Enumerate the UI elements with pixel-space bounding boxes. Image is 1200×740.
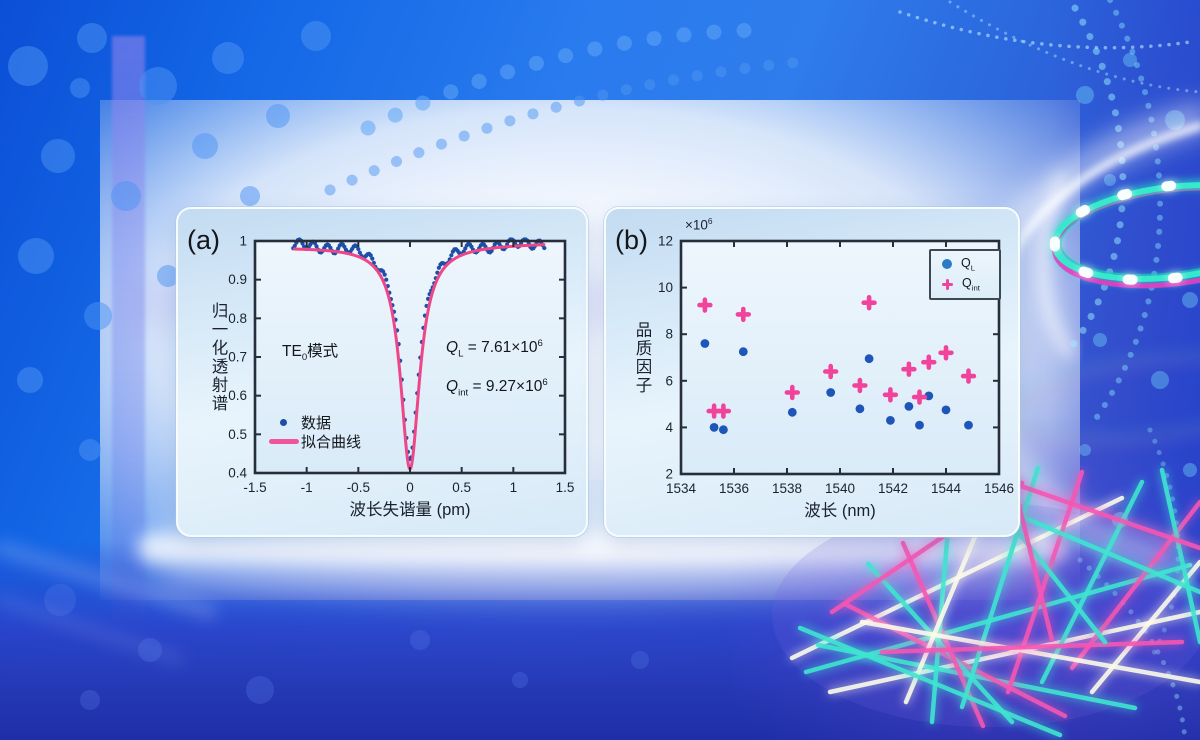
panel-a-y-axis-title: 归一化透射谱 [209, 301, 227, 413]
legend-item-ql: QL [942, 256, 999, 273]
fit-curve [292, 243, 546, 472]
y-tick-label: 6 [665, 373, 673, 388]
transmission-chart-canvas: -1.5 -1 -0.5 0 0.5 1 1.5 0.4 0.5 0.6 0.7 0.8 0.9 1 [228, 234, 575, 496]
data-point [715, 403, 732, 419]
data-point [938, 345, 954, 361]
panel-a-legend: 数据 拟合曲线 [266, 413, 361, 451]
legend-item-data: 数据 [266, 413, 361, 432]
q-intrinsic-annotation: Qint = 9.27×106 [446, 377, 548, 399]
qfactor-panel-card: 1534 1536 1538 1540 1542 1544 1546 2 4 6 8 10 12 (b)… [604, 207, 1020, 537]
data-marker-swatch [266, 419, 301, 426]
data-point [697, 297, 713, 313]
x-tick-label: 1540 [825, 481, 855, 496]
qfactor-chart-canvas: 1534 1536 1538 1540 1542 1544 1546 2 4 6 8 10 12 [658, 234, 1014, 497]
y-tick-label: 0.5 [228, 427, 247, 442]
series-points-int [697, 295, 977, 419]
y-tick-label: 0.7 [228, 350, 247, 365]
legend-qint-label: Qint [962, 276, 980, 293]
x-tick-label: 1546 [984, 481, 1014, 496]
underline-light-band [138, 520, 1068, 590]
x-tick-label: -1 [301, 480, 313, 495]
panel-b-legend: QL Qint [929, 249, 1001, 300]
microring-reflection [1008, 352, 1200, 446]
y-tick-label: 10 [658, 280, 673, 295]
data-point [861, 295, 877, 311]
data-point [709, 423, 719, 432]
series-points-L [700, 339, 973, 435]
legend-item-qint: Qint [942, 276, 999, 293]
data-point [901, 361, 917, 377]
x-tick-label: -1.5 [243, 480, 266, 495]
data-point [904, 402, 914, 411]
te0-mode-annotation: TE0模式 [282, 343, 339, 364]
panel-b-label: (b) [615, 225, 648, 255]
data-point [960, 368, 977, 384]
ql-marker-swatch [942, 259, 952, 270]
fit-line-swatch [266, 439, 301, 444]
data-point [700, 339, 710, 348]
microring-graphic [1048, 178, 1200, 289]
y-axis-multiplier: ×106 [685, 216, 713, 233]
panel-b-x-axis-title: 波长 (nm) [804, 502, 876, 520]
bokeh-dots-topleft [8, 21, 331, 461]
x-tick-label: 0.5 [452, 480, 471, 495]
legend-ql-label: QL [961, 256, 976, 273]
data-point [787, 407, 797, 417]
x-tick-label: 1544 [931, 481, 962, 496]
x-tick-label: 1.5 [556, 480, 575, 495]
data-point [784, 384, 800, 401]
transmission-panel-card: -1.5 -1 -0.5 0 0.5 1 1.5 0.4 0.5 0.6 0.7 0.8 0.9 1 (a… [176, 207, 588, 537]
legend-fit-label: 拟合曲线 [301, 434, 362, 451]
data-point [921, 354, 937, 370]
y-tick-label: 0.8 [228, 311, 247, 326]
q-loaded-annotation: QL = 7.61×106 [446, 338, 543, 360]
panel-b-y-axis-title: 品质因子 [633, 320, 651, 395]
y-tick-label: 0.4 [228, 466, 247, 481]
stick-pile-bowl [772, 503, 1200, 727]
data-point [882, 387, 899, 403]
scatter-dot-icon [280, 419, 287, 426]
plot-area [255, 241, 565, 473]
legend-item-fit: 拟合曲线 [266, 432, 361, 451]
x-tick-label: -0.5 [347, 480, 370, 495]
panel-a-x-axis-title: 波长失谐量 (pm) [349, 501, 471, 519]
bokeh-arc-rows [324, 0, 1200, 196]
x-tick-label: 1534 [666, 481, 697, 496]
data-point [738, 347, 748, 357]
y-tick-label: 12 [658, 234, 673, 249]
y-tick-label: 1 [239, 234, 247, 249]
data-point [735, 306, 751, 323]
y-tick-label: 2 [665, 467, 673, 482]
data-point [719, 425, 728, 435]
y-tick-label: 0.6 [228, 388, 247, 403]
x-tick-label: 1538 [772, 481, 802, 496]
data-point [852, 377, 868, 394]
y-tick-label: 0.9 [228, 272, 247, 287]
qint-marker-swatch [942, 279, 953, 291]
x-tick-label: 1 [510, 480, 518, 495]
x-tick-label: 1542 [878, 481, 908, 496]
data-point [964, 420, 973, 430]
data-point [864, 354, 874, 364]
y-tick-label: 8 [665, 327, 673, 342]
data-point [915, 420, 924, 430]
data-point [855, 404, 865, 414]
y-tick-label: 4 [665, 420, 673, 435]
data-point [823, 363, 839, 380]
data-point [826, 388, 836, 397]
panel-a-label: (a) [187, 225, 220, 255]
data-point [911, 389, 928, 405]
background-purple-stripe [112, 36, 145, 620]
data-point [886, 416, 895, 425]
x-tick-label: 0 [406, 480, 414, 495]
x-tick-label: 1536 [719, 481, 749, 496]
legend-data-label: 数据 [301, 415, 332, 432]
line-swatch-icon [268, 439, 299, 444]
data-point [941, 405, 951, 415]
